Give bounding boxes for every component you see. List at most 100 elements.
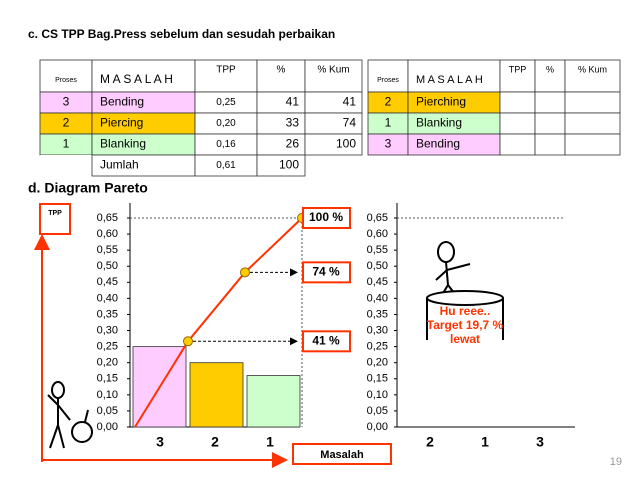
y-tick-label: 0,60 xyxy=(97,228,118,240)
table-cell xyxy=(91,59,196,93)
y-tick-label: 0,45 xyxy=(367,276,388,288)
cell-text: Blanking xyxy=(100,137,146,151)
table-cell xyxy=(564,112,621,135)
cell-text: Pierching xyxy=(416,95,466,109)
table-cell xyxy=(499,133,536,156)
y-tick-label: 0,50 xyxy=(97,260,118,272)
y-tick-label: 0,10 xyxy=(367,389,388,401)
table-cell xyxy=(367,59,409,93)
cell-text: % Kum xyxy=(578,64,607,74)
y-tick-label: 0,30 xyxy=(97,324,118,336)
cell-text: 3 xyxy=(385,137,392,151)
y-tick-label: 0,15 xyxy=(97,373,118,385)
table-cell xyxy=(534,112,566,135)
x-tick-label: 2 xyxy=(426,434,434,450)
data-label: 74 % xyxy=(312,265,340,279)
table-cell xyxy=(499,59,536,93)
cell-text: 100 xyxy=(279,158,299,172)
label-box xyxy=(302,330,351,353)
page-number: 19 xyxy=(610,456,622,468)
y-tick-label: 0,35 xyxy=(97,308,118,320)
label-box xyxy=(302,261,351,284)
cell-text: 1 xyxy=(385,116,392,130)
y-tick-label: 0,65 xyxy=(367,212,388,224)
annotation: Target 19,7 % xyxy=(427,318,504,332)
table-cell xyxy=(499,112,536,135)
y-tick-label: 0,15 xyxy=(367,373,388,385)
cell-text: 41 xyxy=(286,95,300,109)
data-label: 100 % xyxy=(309,210,343,224)
table-cell xyxy=(564,91,621,114)
x-tick-label: 1 xyxy=(266,434,274,450)
y-tick-label: 0,00 xyxy=(97,421,118,433)
cell-text: % xyxy=(546,64,554,74)
cell-text: M A S A L A H xyxy=(416,74,483,86)
point xyxy=(183,336,193,347)
label-box xyxy=(302,207,351,229)
cell-text: 100 xyxy=(336,137,356,151)
cell-text: 0,25 xyxy=(216,97,236,108)
figure xyxy=(47,381,93,449)
y-tick-label: 0,40 xyxy=(97,292,118,304)
x-tick-label: 3 xyxy=(536,434,544,450)
cell-text: Proses xyxy=(377,77,399,84)
table-cell xyxy=(256,154,306,177)
bar xyxy=(246,375,301,428)
table-cell xyxy=(256,59,306,93)
y-tick-label: 0,35 xyxy=(367,308,388,320)
cell-text: 26 xyxy=(286,137,300,151)
y-tick-label: 0,45 xyxy=(97,276,118,288)
y-tick-label: 0,20 xyxy=(97,357,118,369)
cell-text: 2 xyxy=(385,95,392,109)
cell-text: Jumlah xyxy=(100,158,139,172)
y-tick-label: 0,20 xyxy=(367,357,388,369)
table-cell xyxy=(564,133,621,156)
label-box xyxy=(292,443,392,465)
figure xyxy=(426,241,504,340)
cell-text: % Kum xyxy=(317,65,349,76)
table-cell xyxy=(564,59,621,93)
y-tick-label: 0,25 xyxy=(367,341,388,353)
bar xyxy=(189,362,244,428)
cell-text: Proses xyxy=(55,77,77,84)
y-tick-label: 0,00 xyxy=(367,421,388,433)
y-tick-label: 0,60 xyxy=(367,228,388,240)
y-tick-label: 0,55 xyxy=(97,244,118,256)
data-label: 41 % xyxy=(312,333,340,347)
y-axis-label: TPP xyxy=(48,210,62,217)
label-box xyxy=(39,203,71,235)
line-start xyxy=(134,340,189,428)
heading: c. CS TPP Bag.Press sebelum dan sesudah … xyxy=(28,27,335,41)
table-cell xyxy=(304,133,363,156)
heading: d. Diagram Pareto xyxy=(28,180,148,196)
cell-text: M A S A L A H xyxy=(100,72,173,86)
y-tick-label: 0,65 xyxy=(97,212,118,224)
y-tick-label: 0,50 xyxy=(367,260,388,272)
cell-text: Bending xyxy=(100,95,144,109)
cell-text: Piercing xyxy=(100,116,143,130)
cell-text: Blanking xyxy=(416,116,462,130)
y-tick-label: 0,55 xyxy=(367,244,388,256)
cell-text: 41 xyxy=(343,95,357,109)
y-tick-label: 0,30 xyxy=(367,324,388,336)
x-tick-label: 2 xyxy=(211,434,219,450)
cell-text: % xyxy=(277,65,286,76)
cell-text: 0,61 xyxy=(216,160,236,171)
table-cell xyxy=(534,91,566,114)
cell-text: 74 xyxy=(343,116,357,130)
point xyxy=(240,267,250,278)
cell-text: 33 xyxy=(286,116,300,130)
x-axis-label: Masalah xyxy=(320,449,364,461)
table-cell xyxy=(407,59,501,93)
y-tick-label: 0,05 xyxy=(367,405,388,417)
x-tick-label: 3 xyxy=(156,434,164,450)
table-cell xyxy=(499,91,536,114)
cell-text: Bending xyxy=(416,137,460,151)
cumulative-line xyxy=(187,217,303,342)
cell-text: 0,16 xyxy=(216,139,236,150)
annotation: lewat xyxy=(450,332,480,346)
table-cell xyxy=(534,133,566,156)
y-tick-label: 0,10 xyxy=(97,389,118,401)
y-tick-label: 0,25 xyxy=(97,341,118,353)
